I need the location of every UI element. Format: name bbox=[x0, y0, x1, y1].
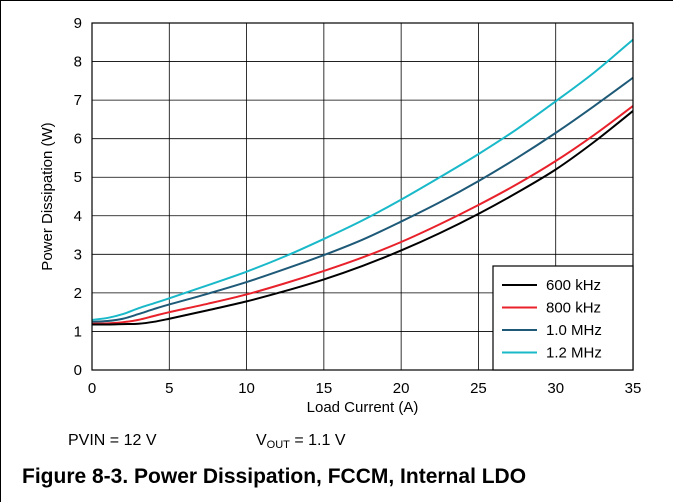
legend-label: 1.2 MHz bbox=[546, 345, 602, 362]
y-tick-label: 1 bbox=[74, 323, 82, 340]
y-tick-label: 5 bbox=[74, 169, 82, 186]
vout-prefix: V bbox=[256, 432, 267, 449]
y-tick-label: 3 bbox=[74, 246, 82, 263]
series-line-600-khz bbox=[91, 110, 634, 326]
vout-condition: VOUT = 1.1 V bbox=[256, 432, 346, 451]
y-tick-label: 6 bbox=[74, 131, 82, 148]
legend-label: 800 kHz bbox=[546, 300, 601, 317]
power-dissipation-chart: 0 5 10 15 20 25 30 35 0 1 2 3 4 5 6 7 8 9 Load Current (… bbox=[39, 15, 642, 416]
vout-subscript: OUT bbox=[266, 439, 290, 451]
x-tick-label: 30 bbox=[547, 380, 564, 397]
x-tick-label: 15 bbox=[316, 380, 333, 397]
y-tick-label: 0 bbox=[74, 362, 82, 379]
series-layer bbox=[91, 38, 634, 326]
x-axis-label: Load Current (A) bbox=[307, 399, 419, 416]
figure-caption: Figure 8-3. Power Dissipation, FCCM, Int… bbox=[22, 465, 527, 488]
plot-border bbox=[91, 22, 634, 371]
y-axis-label: Power Dissipation (W) bbox=[39, 122, 56, 270]
x-tick-labels: 0 5 10 15 20 25 30 35 bbox=[88, 380, 642, 397]
x-tick-label: 35 bbox=[625, 380, 642, 397]
legend: 600 kHz 800 kHz 1.0 MHz 1.2 MHz bbox=[492, 265, 634, 371]
y-tick-label: 8 bbox=[74, 54, 82, 71]
legend-label: 1.0 MHz bbox=[546, 322, 602, 339]
grid bbox=[91, 22, 634, 371]
x-tick-label: 0 bbox=[88, 380, 96, 397]
pvin-condition: PVIN = 12 V bbox=[68, 432, 157, 449]
y-tick-label: 7 bbox=[74, 92, 82, 109]
legend-label: 600 kHz bbox=[546, 277, 601, 294]
y-tick-label: 9 bbox=[74, 15, 82, 32]
series-line-1-0-mhz bbox=[91, 76, 634, 323]
x-tick-label: 5 bbox=[165, 380, 173, 397]
series-line-800-khz bbox=[91, 105, 634, 325]
y-tick-label: 2 bbox=[74, 285, 82, 302]
x-tick-label: 25 bbox=[470, 380, 487, 397]
x-tick-label: 20 bbox=[393, 380, 410, 397]
y-tick-label: 4 bbox=[74, 208, 82, 225]
x-tick-label: 10 bbox=[238, 380, 255, 397]
vout-suffix: = 1.1 V bbox=[289, 432, 346, 449]
series-line-1-2-mhz bbox=[91, 38, 634, 321]
y-tick-labels: 0 1 2 3 4 5 6 7 8 9 bbox=[74, 15, 82, 379]
